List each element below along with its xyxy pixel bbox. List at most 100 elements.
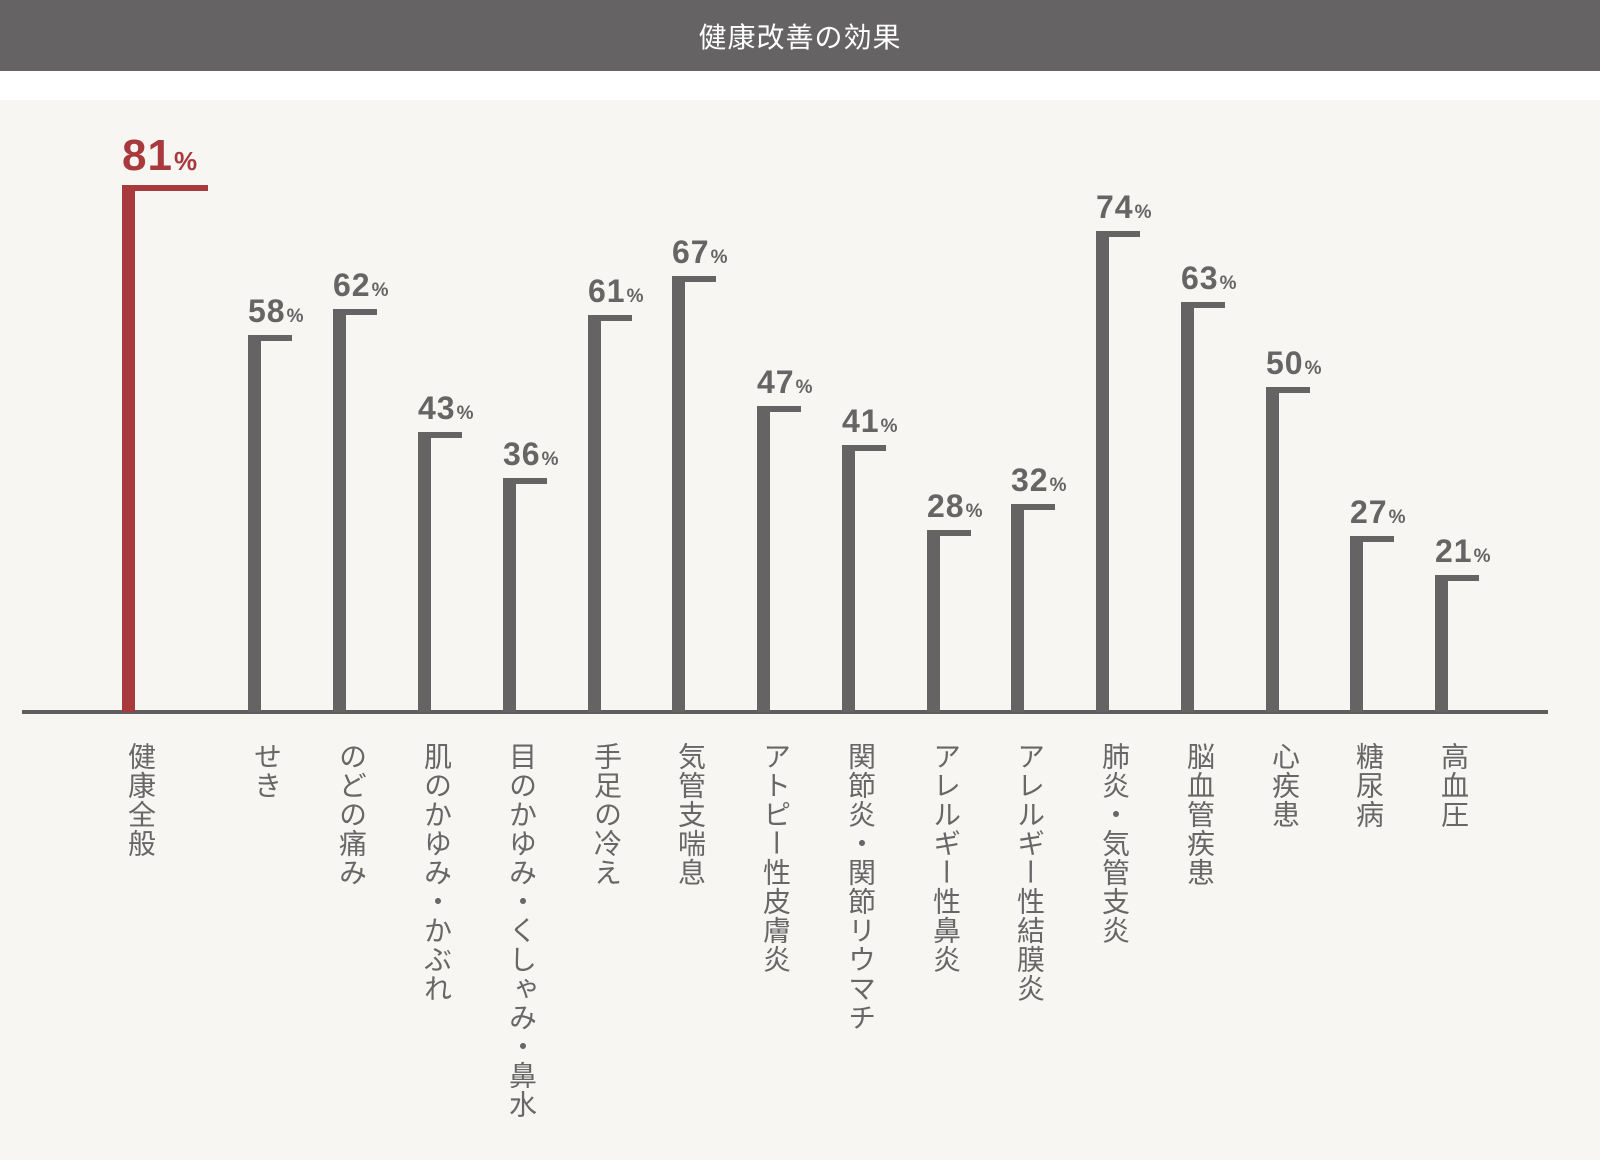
bar-stem xyxy=(503,478,516,712)
category-label: 健康全般 xyxy=(124,742,157,858)
bar xyxy=(248,335,292,712)
bar-cap xyxy=(588,315,632,321)
bar-cap xyxy=(418,432,462,438)
category-label: せき xyxy=(250,742,283,800)
percent-sign: % xyxy=(1134,202,1153,223)
value-number: 27 xyxy=(1350,494,1388,530)
bar-stem xyxy=(333,309,346,712)
bar-cap xyxy=(1011,504,1055,510)
category-label: アトピー性皮膚炎 xyxy=(759,742,792,974)
category-label: 関節炎・関節リウマチ xyxy=(844,742,877,1032)
value-number: 67 xyxy=(672,234,710,270)
value-number: 47 xyxy=(757,364,795,400)
chart-panel xyxy=(0,100,1600,1160)
value-label: 62% xyxy=(333,267,390,304)
category-label: 肺炎・気管支炎 xyxy=(1098,742,1131,945)
bar xyxy=(1011,504,1055,712)
bar-cap xyxy=(927,530,971,536)
bar-cap xyxy=(672,276,716,282)
bar xyxy=(503,478,547,712)
bar-stem xyxy=(248,335,261,712)
bar xyxy=(842,445,886,712)
bar xyxy=(1266,387,1310,712)
value-number: 41 xyxy=(842,403,880,439)
value-number: 63 xyxy=(1181,260,1219,296)
bar xyxy=(122,185,208,712)
bar-stem xyxy=(1011,504,1024,712)
value-number: 36 xyxy=(503,436,541,472)
bar-stem xyxy=(927,530,940,712)
value-label: 21% xyxy=(1435,533,1492,570)
value-label: 58% xyxy=(248,293,305,330)
value-number: 58 xyxy=(248,293,286,329)
category-label: 肌のかゆみ・かぶれ xyxy=(420,742,453,1003)
value-number: 32 xyxy=(1011,462,1049,498)
percent-sign: % xyxy=(456,403,475,424)
chart-title-bar: 健康改善の効果 xyxy=(0,0,1600,71)
value-label: 32% xyxy=(1011,462,1068,499)
value-number: 61 xyxy=(588,273,626,309)
bar-stem xyxy=(122,185,135,712)
value-label: 81% xyxy=(122,131,198,181)
percent-sign: % xyxy=(1388,507,1407,528)
category-label: アレルギー性結膜炎 xyxy=(1013,742,1046,1003)
bar xyxy=(333,309,377,712)
category-label: アレルギー性鼻炎 xyxy=(929,742,962,974)
value-label: 63% xyxy=(1181,260,1238,297)
value-number: 43 xyxy=(418,390,456,426)
value-number: 74 xyxy=(1096,189,1134,225)
percent-sign: % xyxy=(880,416,899,437)
percent-sign: % xyxy=(626,286,645,307)
value-number: 62 xyxy=(333,267,371,303)
bar xyxy=(418,432,462,712)
category-label: 心疾患 xyxy=(1268,742,1301,829)
value-label: 50% xyxy=(1266,345,1323,382)
bar-stem xyxy=(1435,575,1448,712)
bar xyxy=(927,530,971,712)
category-label: のどの痛み xyxy=(335,742,368,887)
chart-title: 健康改善の効果 xyxy=(698,20,902,54)
bar-cap xyxy=(842,445,886,451)
bar-stem xyxy=(418,432,431,712)
value-label: 27% xyxy=(1350,494,1407,531)
bar-cap xyxy=(1096,231,1140,237)
category-label: 糖尿病 xyxy=(1352,742,1385,829)
category-label: 目のかゆみ・くしゃみ・鼻水 xyxy=(505,742,538,1119)
value-number: 28 xyxy=(927,488,965,524)
bar-stem xyxy=(842,445,855,712)
percent-sign: % xyxy=(286,306,305,327)
value-label: 28% xyxy=(927,488,984,525)
bar-cap xyxy=(1435,575,1479,581)
bar xyxy=(588,315,632,712)
bar-cap xyxy=(1350,536,1394,542)
bar-cap xyxy=(1181,302,1225,308)
percent-sign: % xyxy=(710,247,729,268)
bar-cap xyxy=(122,185,208,191)
value-label: 61% xyxy=(588,273,645,310)
bar xyxy=(1350,536,1394,712)
bar-stem xyxy=(1181,302,1194,712)
bar-cap xyxy=(757,406,801,412)
bar xyxy=(672,276,716,712)
percent-sign: % xyxy=(1304,358,1323,379)
bar xyxy=(1435,575,1479,712)
value-label: 41% xyxy=(842,403,899,440)
value-label: 47% xyxy=(757,364,814,401)
percent-sign: % xyxy=(1219,273,1238,294)
category-label: 気管支喘息 xyxy=(674,742,707,887)
bar-stem xyxy=(1266,387,1279,712)
bar xyxy=(757,406,801,712)
value-label: 43% xyxy=(418,390,475,427)
bar-cap xyxy=(503,478,547,484)
value-number: 50 xyxy=(1266,345,1304,381)
bar-cap xyxy=(333,309,377,315)
percent-sign: % xyxy=(541,449,560,470)
bar-stem xyxy=(588,315,601,712)
bar-stem xyxy=(672,276,685,712)
bar xyxy=(1181,302,1225,712)
x-axis-baseline xyxy=(22,710,1548,714)
percent-sign: % xyxy=(371,280,390,301)
value-label: 74% xyxy=(1096,189,1153,226)
bar-cap xyxy=(248,335,292,341)
